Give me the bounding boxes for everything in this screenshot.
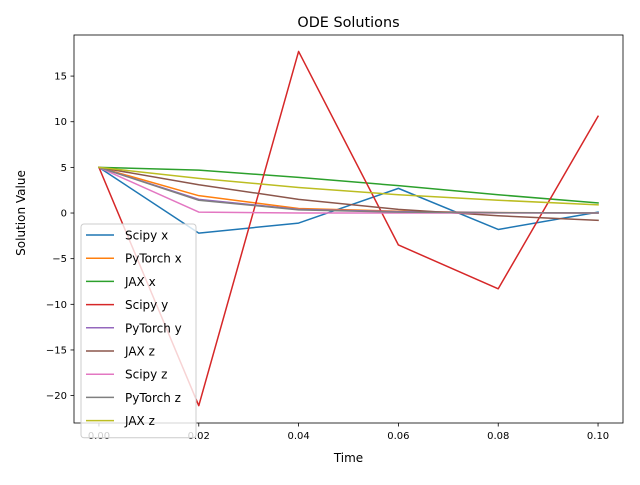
series-line <box>98 166 599 214</box>
series-line <box>98 166 599 222</box>
y-tick-label: −20 <box>46 391 67 402</box>
x-tick-label: 0.06 <box>387 431 409 442</box>
legend-label: PyTorch x <box>125 252 182 266</box>
x-tick-label: 0.08 <box>487 431 509 442</box>
legend-box <box>80 223 197 439</box>
legend-label: PyTorch y <box>125 321 182 335</box>
legend-label: Scipy z <box>125 368 167 382</box>
y-tick-label: 10 <box>54 117 67 128</box>
legend-label: JAX z <box>124 345 155 359</box>
legend-label: Scipy x <box>125 229 168 243</box>
y-tick-label: 0 <box>61 209 67 220</box>
series-line <box>98 166 599 204</box>
x-tick-label: 0.04 <box>287 431 309 442</box>
y-tick-label: −15 <box>46 345 67 356</box>
y-tick-label: −10 <box>46 300 67 311</box>
y-axis-label: Solution Value <box>14 170 28 256</box>
legend-label: JAX z <box>124 414 155 428</box>
x-axis-label: Time <box>333 451 363 465</box>
legend-label: PyTorch z <box>125 391 181 405</box>
y-tick-label: −5 <box>52 254 67 265</box>
axes-frame <box>73 34 624 424</box>
y-tick-label: 5 <box>61 163 67 174</box>
x-tick-label: 0.02 <box>188 431 210 442</box>
x-tick-label: 0.10 <box>587 431 609 442</box>
series-line <box>98 166 599 206</box>
chart-title: ODE Solutions <box>297 15 399 31</box>
legend: Scipy x PyTorch x JAX x Scipy y PyTorch y JAX… <box>80 223 197 439</box>
legend-label: Scipy y <box>125 298 168 312</box>
y-tick-label: 15 <box>54 72 67 83</box>
series-line <box>97 166 599 234</box>
legend-label: JAX x <box>124 275 156 289</box>
